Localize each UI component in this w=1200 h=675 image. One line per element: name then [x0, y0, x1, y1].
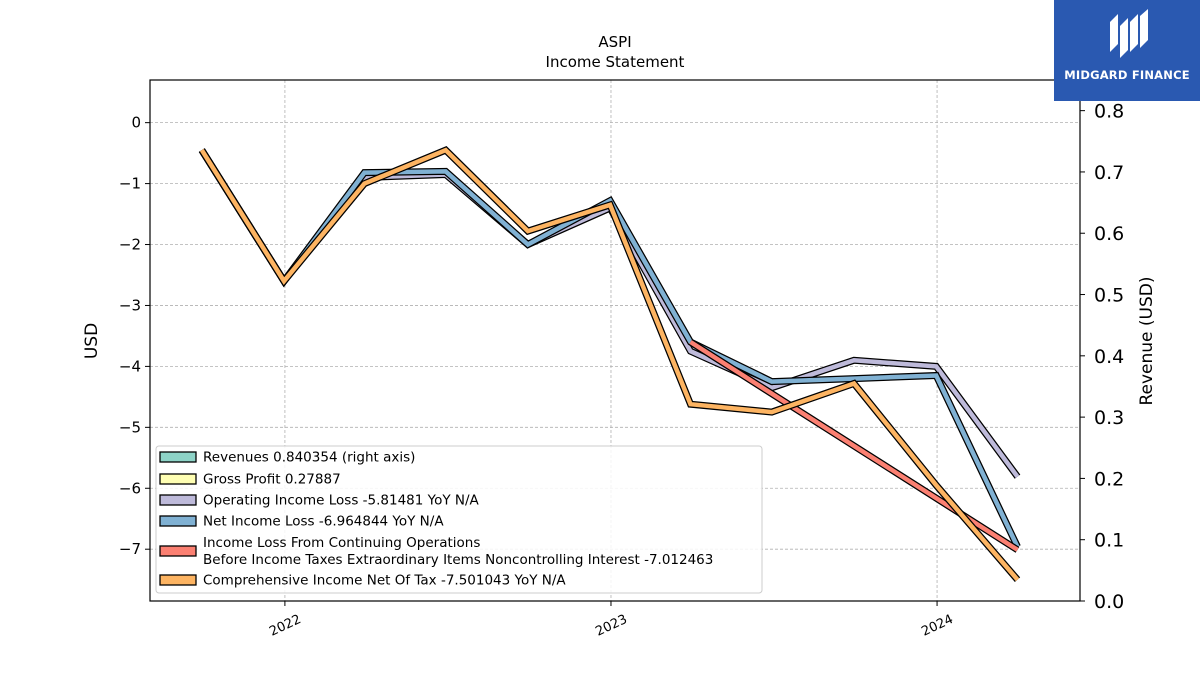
left-tick-label: −6 [119, 479, 141, 497]
legend-label: Revenues 0.840354 (right axis) [203, 450, 415, 466]
left-tick-label: 0 [131, 114, 141, 132]
legend-swatch [159, 515, 197, 527]
right-axis-ticks: 0.0 0.1 0.2 0.3 0.4 0.5 0.6 0.7 0.8 [1080, 101, 1124, 613]
right-tick-label: 0.3 [1094, 407, 1124, 429]
left-axis-ticks: 0 −1 −2 −3 −4 −5 −6 −7 [119, 114, 150, 558]
left-tick-label: −2 [119, 236, 141, 254]
right-tick-label: 0.7 [1094, 162, 1124, 184]
y-axis-label: USD [82, 323, 102, 359]
legend: Revenues 0.840354 (right axis) Gross Prof… [155, 445, 763, 594]
chart-subtitle: Income Statement [546, 53, 685, 71]
series-line-net-income-loss [199, 148, 1020, 548]
left-tick-label: −5 [119, 418, 141, 436]
brand-logo: MIDGARD FINANCE [1054, 0, 1200, 101]
legend-swatch [159, 545, 197, 557]
right-tick-label: 0.1 [1094, 530, 1124, 552]
x-tick-label: 2024 [919, 612, 955, 640]
legend-label: Gross Profit 0.27887 [203, 472, 341, 488]
left-tick-label: −3 [119, 296, 141, 314]
legend-label: Income Loss From Continuing Operations [203, 535, 480, 551]
x-tick-label: 2022 [267, 612, 303, 640]
legend-swatch [159, 473, 197, 485]
x-axis-ticks: 2022 2023 2024 [267, 601, 956, 640]
legend-label: Net Income Loss -6.964844 YoY N/A [203, 514, 444, 530]
legend-box [155, 445, 763, 594]
legend-swatch [159, 574, 197, 586]
midgard-logo-icon [1110, 9, 1148, 58]
legend-swatch [159, 494, 197, 506]
plot-frame [149, 79, 1081, 602]
right-tick-label: 0.8 [1094, 101, 1124, 123]
left-tick-label: −7 [119, 540, 141, 558]
left-tick-label: −1 [119, 175, 141, 193]
right-tick-label: 0.4 [1094, 346, 1124, 368]
left-tick-label: −4 [119, 357, 141, 375]
right-axis-label: Revenue (USD) [1137, 276, 1157, 405]
brand-name: MIDGARD FINANCE [1064, 68, 1190, 82]
legend-label: Before Income Taxes Extraordinary Items … [203, 552, 713, 568]
right-tick-label: 0.6 [1094, 223, 1124, 245]
x-tick-label: 2023 [593, 612, 629, 640]
series-lines [198, 145, 1021, 582]
right-tick-label: 0.0 [1094, 591, 1124, 613]
right-tick-label: 0.2 [1094, 468, 1124, 490]
series-line-comprehensive-income-net [199, 147, 1020, 582]
right-tick-label: 0.5 [1094, 285, 1124, 307]
chart-title: ASPI [598, 33, 631, 51]
legend-label: Operating Income Loss -5.81481 YoY N/A [203, 493, 480, 509]
legend-swatch [159, 451, 197, 463]
legend-label: Comprehensive Income Net Of Tax -7.50104… [203, 573, 566, 589]
